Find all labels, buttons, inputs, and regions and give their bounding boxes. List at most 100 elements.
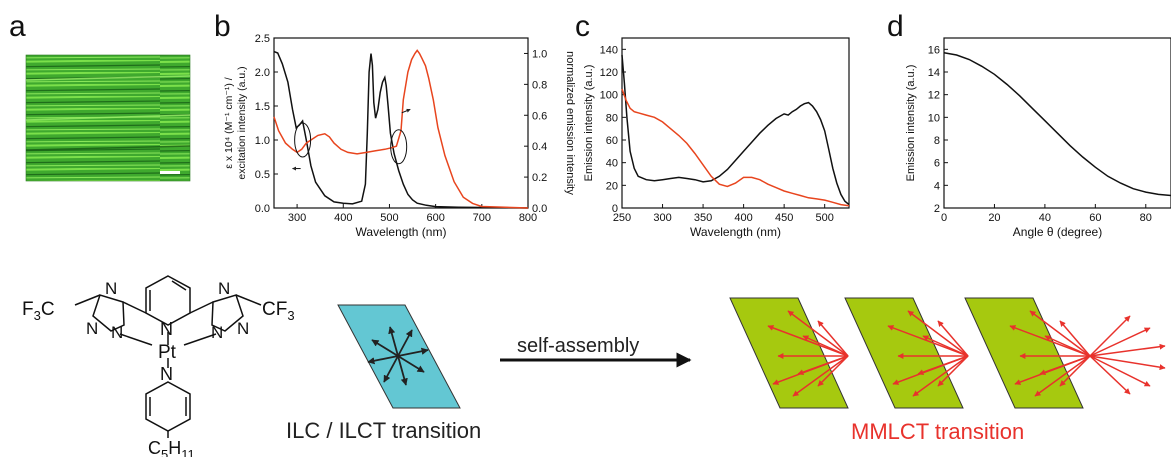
y-tick-label: 0.0 — [255, 203, 270, 215]
y-tick-label: 80 — [606, 112, 618, 124]
y-right-tick-label: 0.4 — [532, 141, 547, 153]
x-tick-label: 40 — [1039, 212, 1051, 224]
mmlct-caption: MMLCT transition — [851, 419, 1024, 444]
mmlct-arrow — [1044, 335, 1091, 357]
x-tick-label: 250 — [613, 212, 631, 224]
monomer-schematic — [337, 304, 461, 409]
x-tick-label: 500 — [815, 212, 833, 224]
mmlct-arrow — [1089, 355, 1131, 395]
chart-b-absorption-emission: 300 400 500 600 700 8000.00.51.01.52.02.50.00… — [223, 33, 576, 239]
y-tick-label: 2.5 — [255, 33, 270, 45]
atom-n-5: N — [237, 319, 249, 338]
y-axis-label: Emission intensity (a.u.) — [905, 65, 917, 182]
y-tick-label: 1.5 — [255, 101, 270, 113]
series-line-0 — [943, 51, 1171, 197]
mmlct-arrow — [892, 355, 969, 385]
right-axis-pointer — [401, 108, 411, 114]
atom-n-1: N — [105, 279, 117, 298]
x-tick-label: 300 — [653, 212, 671, 224]
x-tick-label: 80 — [1140, 212, 1152, 224]
x-axis-label: Angle θ (degree) — [1013, 225, 1102, 239]
y-tick-label: 2 — [934, 203, 940, 215]
y-tick-label: 60 — [606, 135, 618, 147]
y-tick-label: 14 — [928, 67, 940, 79]
mmlct-arrow — [817, 320, 849, 357]
mmlct-arrow — [1089, 343, 1166, 357]
series-line-1 — [273, 49, 529, 209]
group-c5h11: C5H11 — [148, 438, 195, 457]
mmlct-arrow — [1089, 355, 1166, 371]
ilc-caption: ILC / ILCT transition — [286, 418, 481, 443]
y-tick-label: 6 — [934, 158, 940, 170]
y-right-tick-label: 0.0 — [532, 203, 547, 215]
group-f3c: F3C — [22, 299, 55, 323]
mmlct-arrow — [937, 320, 969, 357]
atom-n-3: N — [111, 323, 123, 342]
mmlct-arrow — [767, 325, 849, 357]
scale-bar — [160, 171, 180, 174]
plot-frame — [621, 37, 850, 209]
mmlct-arrow — [907, 310, 969, 357]
y-right-tick-label: 0.8 — [532, 79, 547, 91]
atom-n-2: N — [86, 319, 98, 338]
plot-frame — [273, 37, 529, 209]
monomer-emission-arrows — [367, 326, 429, 386]
x-tick-label: 300 — [288, 212, 306, 224]
aggregate-slab — [729, 297, 849, 409]
mmlct-arrow — [1059, 320, 1091, 357]
mmlct-arrow — [937, 355, 969, 387]
x-tick-label: 700 — [473, 212, 491, 224]
panel-label-d: d — [887, 10, 904, 43]
y-right-tick-label: 0.6 — [532, 110, 547, 122]
x-tick-label: 400 — [334, 212, 352, 224]
mmlct-arrow — [792, 355, 849, 397]
ellipse-marker-right — [390, 129, 408, 165]
y-tick-label: 10 — [928, 112, 940, 124]
y-axis-label: Emission intensity (a.u.) — [583, 65, 595, 182]
chemical-labels: N N N N N N N N Pt F3C CF3 C5H11 — [22, 279, 295, 457]
ellipse-marker-left — [294, 122, 312, 158]
self-assembly-label: self-assembly — [517, 335, 639, 357]
y-tick-label: 0.5 — [255, 169, 270, 181]
micrograph-image — [25, 54, 191, 182]
x-tick-label: 800 — [519, 212, 537, 224]
mmlct-arrow — [1089, 355, 1151, 387]
x-tick-label: 350 — [694, 212, 712, 224]
panel-label-c: c — [575, 10, 590, 43]
atom-n-axial: N — [160, 364, 173, 384]
atom-n-6: N — [211, 323, 223, 342]
mmlct-arrow — [912, 355, 969, 397]
chemical-structure — [74, 275, 262, 438]
y-right-tick-label: 1.0 — [532, 48, 547, 60]
y-tick-label: 8 — [934, 135, 940, 147]
mmlct-arrow — [787, 310, 849, 357]
atom-n-4: N — [218, 279, 230, 298]
mmlct-arrow — [1029, 310, 1091, 357]
y-axis-label-left: ε x 10⁴ (M⁻¹ cm⁻¹) /excitation intensity… — [223, 66, 248, 179]
chart-c-emission-spectra: 250 300 350 400 450 500 0 20 40 60 80 100 120 140 Wave… — [583, 37, 850, 239]
plot-frame — [943, 37, 1171, 209]
aggregate-slab — [964, 297, 1084, 409]
y-tick-label: 100 — [600, 90, 618, 102]
mmlct-arrow — [1089, 327, 1151, 357]
chart-d-angular-emission: 0 20 40 60 80 2 4 6 8 10 12 14 16 Angle θ (degree) Emi… — [905, 37, 1171, 239]
mmlct-arrow — [1089, 315, 1131, 357]
x-axis-label: Wavelength (nm) — [690, 225, 781, 239]
mmlct-arrow — [772, 355, 849, 385]
mmlct-arrow — [887, 325, 969, 357]
x-tick-label: 500 — [380, 212, 398, 224]
x-axis-label: Wavelength (nm) — [356, 225, 447, 239]
x-tick-label: 600 — [426, 212, 444, 224]
atom-pt: Pt — [158, 342, 177, 363]
y-tick-label: 0 — [612, 203, 618, 215]
y-tick-label: 16 — [928, 44, 940, 56]
mmlct-arrow — [802, 335, 849, 357]
mmlct-arrow — [922, 335, 969, 357]
y-right-tick-label: 0.2 — [532, 172, 547, 184]
y-tick-label: 4 — [934, 180, 940, 192]
mmlct-arrow — [817, 355, 849, 387]
y-axis-label-right: normalized emission intensity — [564, 51, 576, 195]
mmlct-arrow — [1059, 355, 1091, 387]
mmlct-arrow — [1014, 355, 1091, 385]
